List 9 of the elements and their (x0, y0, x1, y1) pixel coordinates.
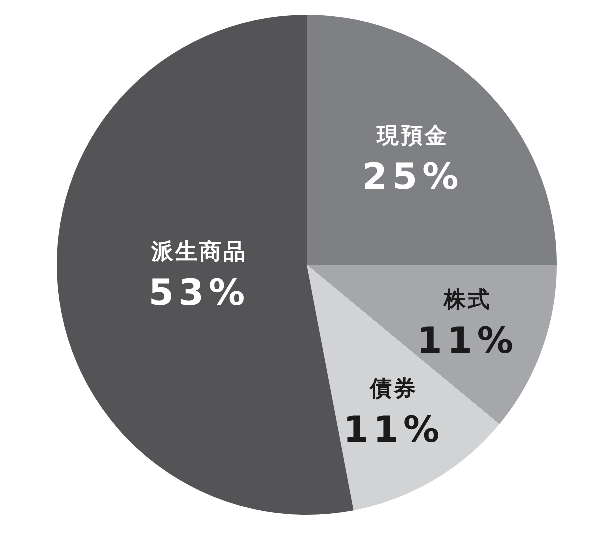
data-label: 11% (343, 410, 445, 452)
data-label: 11% (417, 320, 518, 362)
data-label: 25% (362, 156, 464, 198)
slice-label: 株式 (442, 288, 492, 313)
slice-label: 派生商品 (150, 239, 248, 266)
slice-label: 現預金 (376, 124, 450, 149)
slice-label: 債券 (369, 377, 418, 402)
data-label: 53% (148, 273, 250, 314)
pie-slice (307, 15, 557, 265)
